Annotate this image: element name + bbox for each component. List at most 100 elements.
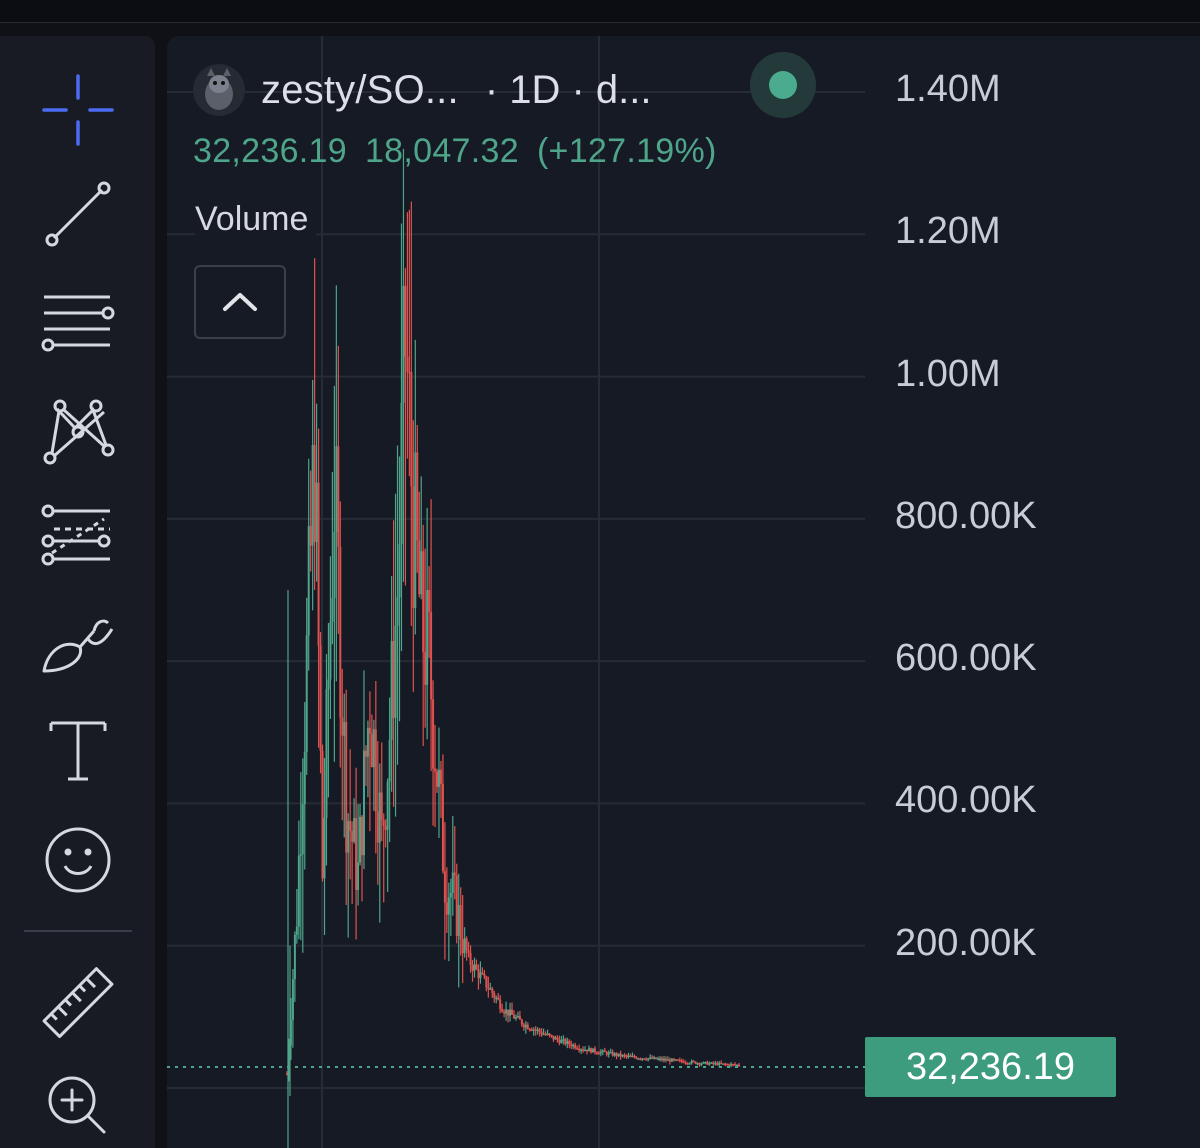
candle-body: [615, 1053, 618, 1056]
chart-panel[interactable]: zesty/SO... · 1D · d... 32,236.19 18,047.…: [167, 36, 1200, 1148]
candle-body: [593, 1048, 596, 1053]
collapse-indicators-button[interactable]: [194, 265, 286, 339]
crosshair-icon: [42, 74, 114, 146]
candle-body: [542, 1033, 545, 1036]
candle-body: [469, 952, 472, 966]
candle-body: [544, 1033, 547, 1036]
candle-body: [580, 1049, 583, 1051]
fib-retracement-tool[interactable]: [36, 494, 120, 578]
brush-tool[interactable]: [36, 602, 120, 686]
candle-body: [716, 1063, 719, 1066]
candle-body: [414, 452, 417, 609]
candle-body: [388, 739, 391, 782]
candle-body: [603, 1050, 606, 1053]
candle-body: [457, 905, 460, 936]
candle-body: [315, 482, 318, 542]
candle-body: [712, 1062, 715, 1064]
candle-body: [556, 1037, 559, 1040]
axis-tick-label: 200.00K: [895, 921, 1037, 964]
toolbar-divider: [24, 930, 132, 932]
pattern-tool[interactable]: [36, 386, 120, 470]
candle-body: [313, 445, 316, 542]
candle-body: [597, 1053, 600, 1055]
candle-body: [317, 482, 320, 646]
candle-body: [662, 1058, 665, 1061]
candle-body: [351, 831, 354, 842]
brush-icon: [42, 619, 114, 673]
candle-body: [353, 817, 356, 842]
candle-body: [295, 926, 298, 935]
candle-body: [307, 526, 310, 636]
volume-indicator-label[interactable]: Volume: [195, 200, 317, 239]
pattern-icon: [43, 399, 115, 465]
candle-body: [639, 1058, 642, 1060]
candle-body: [540, 1031, 543, 1035]
text-tool[interactable]: [36, 708, 120, 792]
crosshair-tool[interactable]: [36, 68, 120, 152]
candle-body: [738, 1064, 740, 1067]
candle-body: [325, 689, 328, 818]
candle-body: [623, 1054, 626, 1057]
candle-body: [289, 1020, 292, 1046]
candle-body: [722, 1063, 725, 1065]
emoji-tool[interactable]: [36, 818, 120, 902]
price-chart[interactable]: [167, 36, 1200, 1148]
candle-body: [686, 1062, 689, 1065]
candle-body: [566, 1040, 569, 1044]
candle-body: [692, 1060, 695, 1063]
candle-body: [481, 972, 484, 975]
candle-body: [552, 1035, 555, 1040]
candle-body: [335, 446, 338, 532]
candle-body: [710, 1062, 713, 1064]
zoom-in-tool[interactable]: [36, 1064, 120, 1148]
candle-body: [372, 729, 375, 768]
candle-body: [512, 1014, 515, 1019]
candle-body: [700, 1063, 703, 1066]
candle-body: [424, 652, 427, 685]
axis-tick-label: 400.00K: [895, 779, 1037, 822]
candle-body: [672, 1058, 675, 1061]
horizontal-lines-tool[interactable]: [36, 280, 120, 364]
symbol-name[interactable]: zesty/SO...: [261, 67, 459, 112]
candle-body: [382, 820, 385, 826]
candle-body: [653, 1057, 656, 1059]
candle-body: [491, 988, 494, 994]
candle-body: [522, 1024, 525, 1028]
interval-label[interactable]: · 1D · d...: [484, 67, 652, 112]
axis-tick-label: 800.00K: [895, 494, 1037, 537]
candle-body: [505, 1009, 508, 1014]
trend-line-tool[interactable]: [36, 172, 120, 256]
candle-body: [617, 1053, 620, 1056]
candle-body: [574, 1044, 577, 1049]
candle-body: [461, 939, 464, 954]
candle-body: [680, 1060, 683, 1062]
candle-body: [489, 988, 492, 990]
candle-body: [548, 1033, 551, 1036]
candle-body: [586, 1049, 589, 1052]
candle-body: [323, 817, 326, 879]
candle-body: [416, 452, 419, 541]
candle-body: [477, 969, 480, 979]
candle-body: [362, 750, 365, 856]
candle-body: [286, 1073, 288, 1076]
drawing-toolbar: [0, 36, 155, 1148]
candle-body: [528, 1028, 531, 1031]
market-status-indicator[interactable]: [750, 52, 816, 118]
candle-body: [355, 817, 358, 890]
candle-body: [455, 875, 458, 936]
ruler-tool[interactable]: [36, 962, 120, 1046]
candle-body: [479, 972, 482, 979]
candle-body: [562, 1039, 565, 1041]
candle-body: [412, 486, 415, 609]
current-price: 32,236.19: [193, 132, 347, 170]
price-change-pct: (+127.19%): [536, 132, 717, 170]
candle-body: [637, 1058, 640, 1060]
candle-body: [467, 950, 470, 953]
candle-body: [418, 540, 421, 595]
candle-body: [368, 727, 371, 734]
candle-body: [635, 1057, 638, 1059]
candle-body: [664, 1058, 667, 1061]
candle-body: [392, 641, 395, 718]
candle-body: [473, 964, 476, 971]
candle-body: [732, 1063, 735, 1066]
